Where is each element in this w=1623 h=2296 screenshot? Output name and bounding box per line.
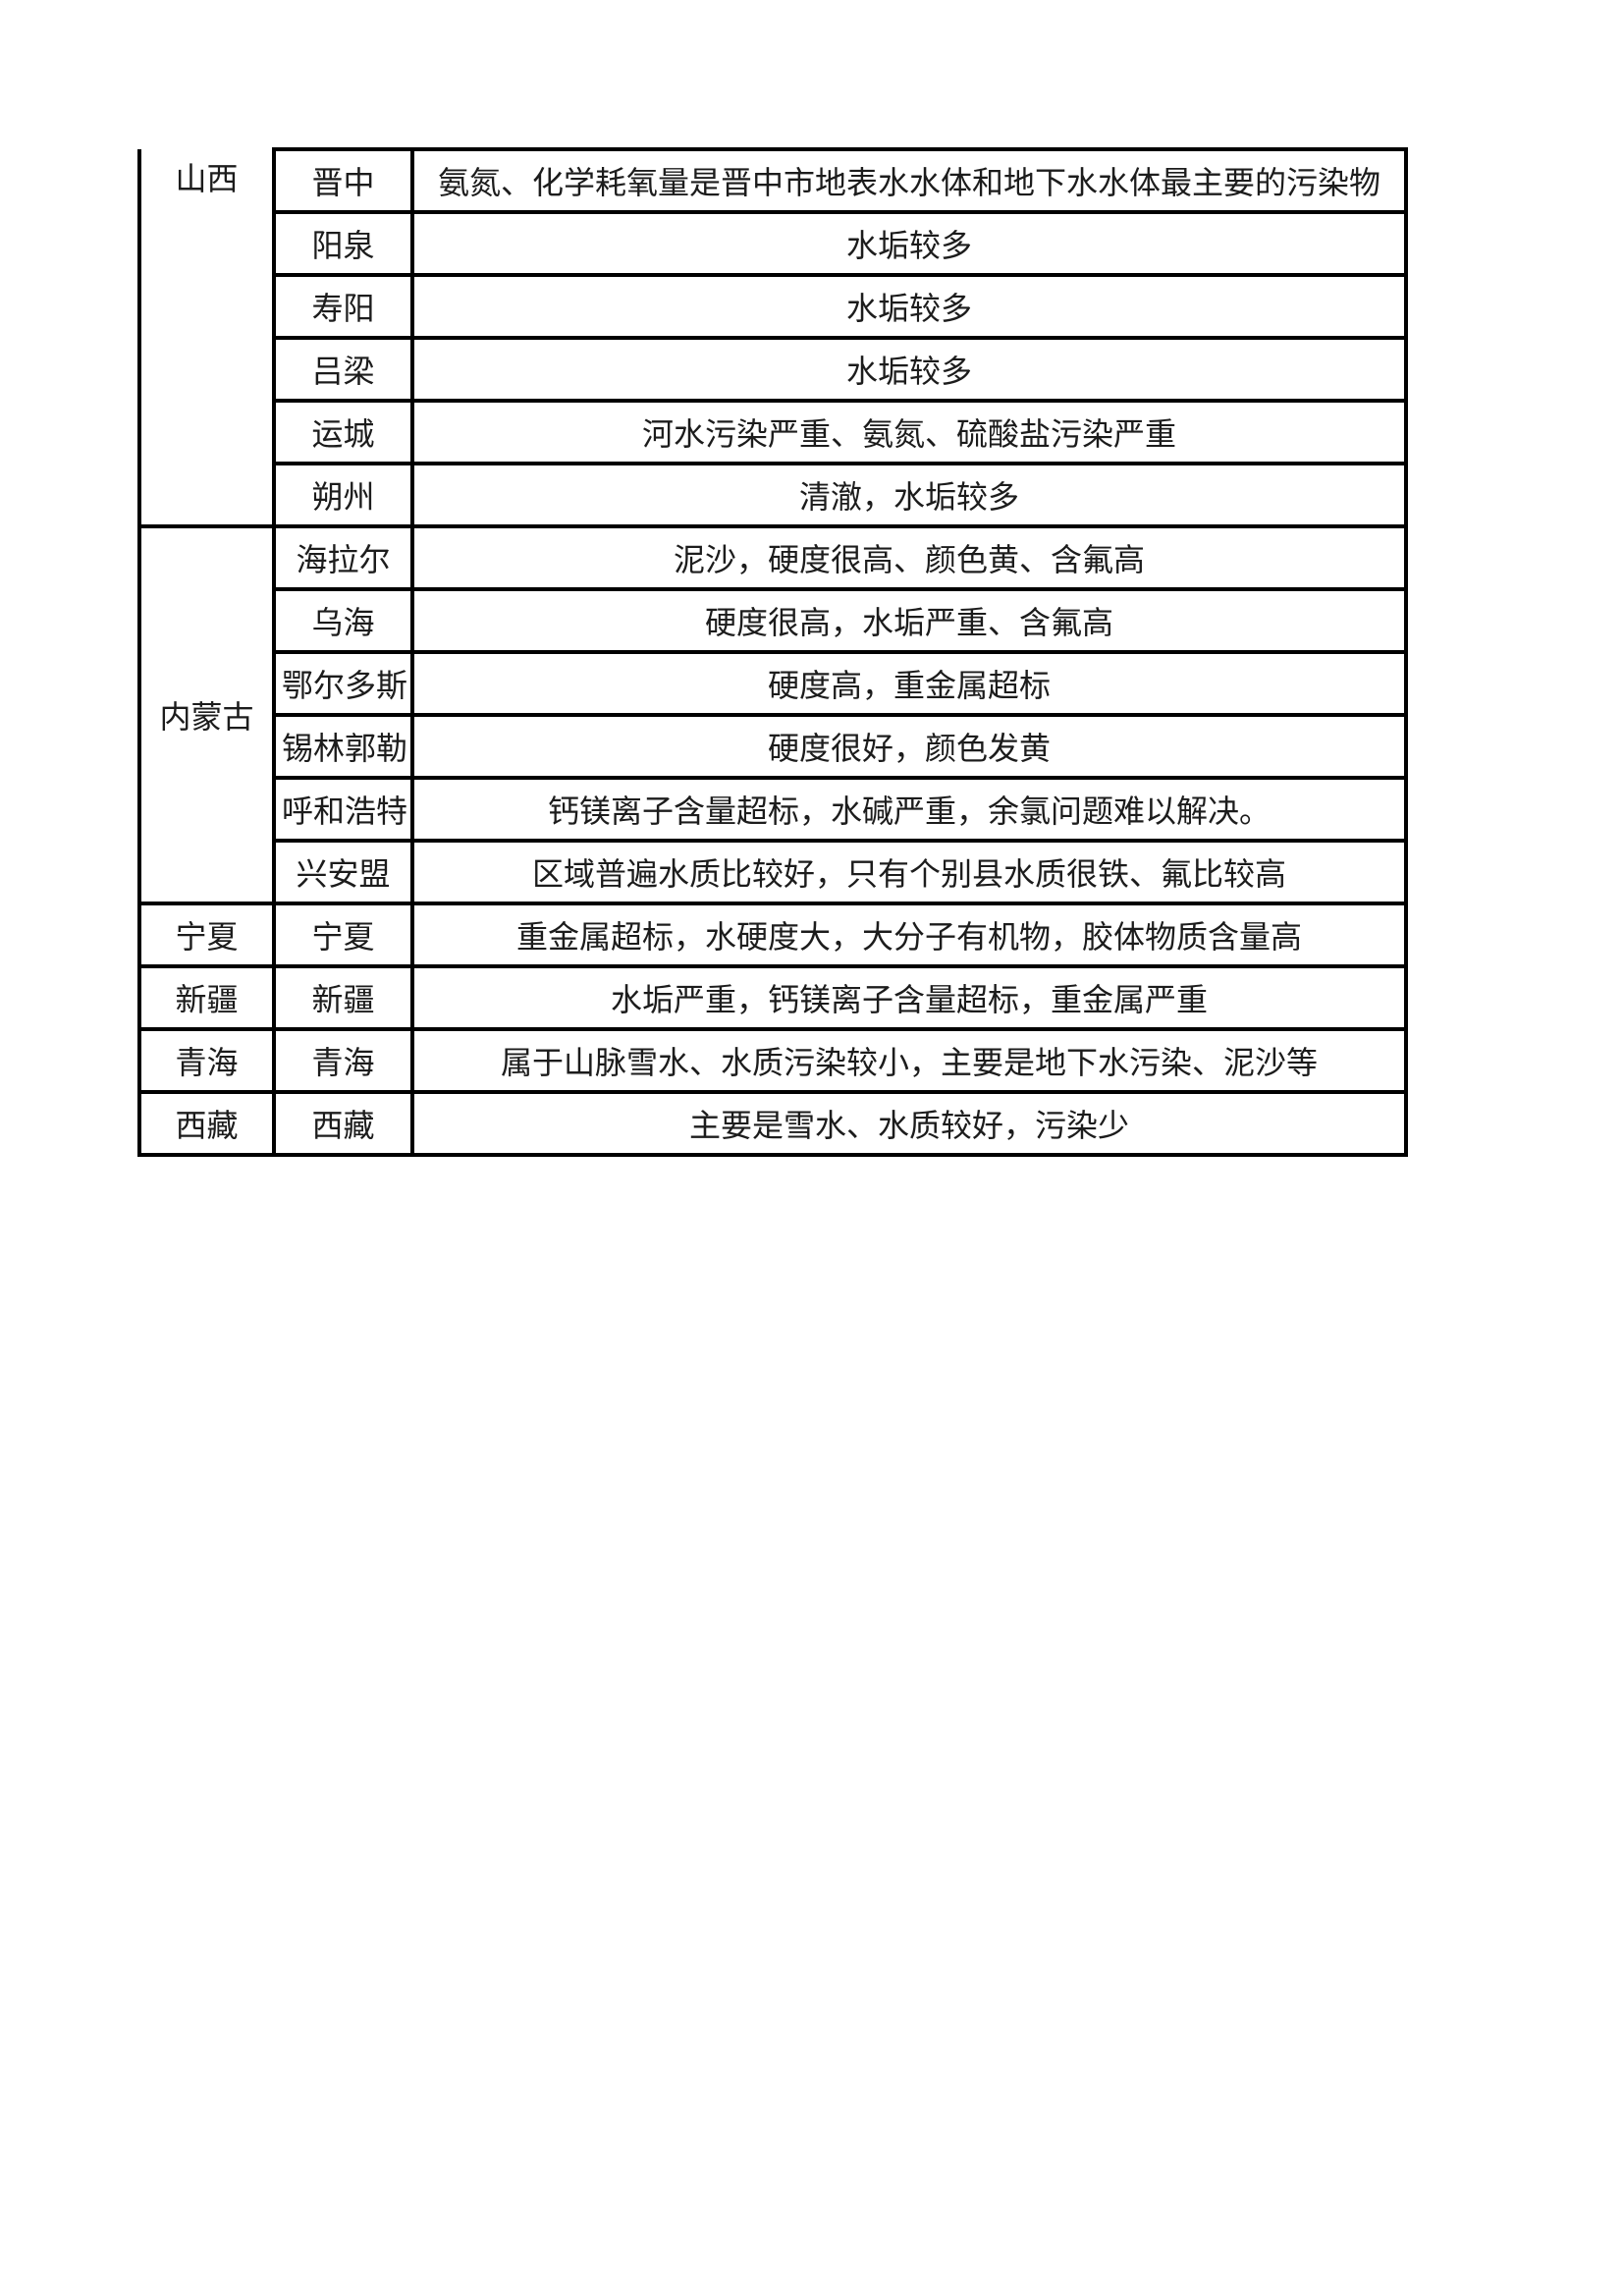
description-cell: 水垢较多 <box>410 336 1408 403</box>
table-row: 呼和浩特 钙镁离子含量超标，水碱严重，余氯问题难以解决。 <box>139 776 1408 843</box>
city-cell: 宁夏 <box>272 902 414 968</box>
table-row: 阳泉 水垢较多 <box>139 210 1408 277</box>
description-cell: 河水污染严重、氨氮、硫酸盐污染严重 <box>410 399 1408 465</box>
city-cell: 运城 <box>272 399 414 465</box>
city-cell: 西藏 <box>272 1090 414 1157</box>
city-cell: 呼和浩特 <box>272 776 414 843</box>
description-cell: 属于山脉雪水、水质污染较小，主要是地下水污染、泥沙等 <box>410 1027 1408 1094</box>
table-row: 运城 河水污染严重、氨氮、硫酸盐污染严重 <box>139 399 1408 465</box>
city-cell: 寿阳 <box>272 273 414 340</box>
province-cell: 山西 <box>137 149 276 528</box>
table-row: 乌海 硬度很高，水垢严重、含氟高 <box>139 587 1408 654</box>
description-cell: 重金属超标，水硬度大，大分子有机物，胶体物质含量高 <box>410 902 1408 968</box>
description-cell: 钙镁离子含量超标，水碱严重，余氯问题难以解决。 <box>410 776 1408 843</box>
description-cell: 泥沙，硬度很高、颜色黄、含氟高 <box>410 524 1408 591</box>
description-cell: 氨氮、化学耗氧量是晋中市地表水水体和地下水水体最主要的污染物 <box>410 147 1408 214</box>
table-row: 寿阳 水垢较多 <box>139 273 1408 340</box>
table-row: 兴安盟 区域普遍水质比较好，只有个别县水质很铁、氟比较高 <box>139 839 1408 905</box>
water-quality-table: 山西 晋中 氨氮、化学耗氧量是晋中市地表水水体和地下水水体最主要的污染物 阳泉 水垢较多… <box>137 147 1408 1157</box>
city-cell: 晋中 <box>272 147 414 214</box>
table-row: 青海 青海 属于山脉雪水、水质污染较小，主要是地下水污染、泥沙等 <box>137 1027 1408 1094</box>
description-cell: 清澈，水垢较多 <box>410 462 1408 528</box>
province-cell: 青海 <box>137 1027 276 1094</box>
province-cell: 宁夏 <box>137 902 276 968</box>
city-cell: 鄂尔多斯 <box>272 650 414 717</box>
table-row: 内蒙古 海拉尔 泥沙，硬度很高、颜色黄、含氟高 <box>137 524 1408 905</box>
table-row: 西藏 西藏 主要是雪水、水质较好，污染少 <box>137 1090 1408 1157</box>
city-cell: 新疆 <box>272 964 414 1031</box>
province-cell: 新疆 <box>137 964 276 1031</box>
table-row: 宁夏 宁夏 重金属超标，水硬度大，大分子有机物，胶体物质含量高 <box>137 902 1408 968</box>
table-row: 鄂尔多斯 硬度高，重金属超标 <box>139 650 1408 717</box>
description-cell: 主要是雪水、水质较好，污染少 <box>410 1090 1408 1157</box>
description-cell: 区域普遍水质比较好，只有个别县水质很铁、氟比较高 <box>410 839 1408 905</box>
city-cell: 海拉尔 <box>272 524 414 591</box>
table-row: 朔州 清澈，水垢较多 <box>139 462 1408 528</box>
city-cell: 吕梁 <box>272 336 414 403</box>
city-cell: 朔州 <box>272 462 414 528</box>
city-cell: 阳泉 <box>272 210 414 277</box>
description-cell: 水垢较多 <box>410 273 1408 340</box>
province-cell: 内蒙古 <box>137 524 276 905</box>
table-row: 新疆 新疆 水垢严重，钙镁离子含量超标，重金属严重 <box>137 964 1408 1031</box>
province-label: 山西 <box>175 161 239 196</box>
city-cell: 青海 <box>272 1027 414 1094</box>
city-cell: 兴安盟 <box>272 839 414 905</box>
province-cell: 西藏 <box>137 1090 276 1157</box>
description-cell: 硬度高，重金属超标 <box>410 650 1408 717</box>
table-row: 吕梁 水垢较多 <box>139 336 1408 403</box>
city-cell: 乌海 <box>272 587 414 654</box>
table-row: 山西 晋中 氨氮、化学耗氧量是晋中市地表水水体和地下水水体最主要的污染物 <box>137 147 1408 528</box>
water-quality-table-body: 山西 晋中 氨氮、化学耗氧量是晋中市地表水水体和地下水水体最主要的污染物 阳泉 水垢较多… <box>137 147 1408 1157</box>
description-cell: 水垢较多 <box>410 210 1408 277</box>
description-cell: 硬度很高，水垢严重、含氟高 <box>410 587 1408 654</box>
description-cell: 硬度很好，颜色发黄 <box>410 713 1408 780</box>
table-row: 锡林郭勒 硬度很好，颜色发黄 <box>139 713 1408 780</box>
description-cell: 水垢严重，钙镁离子含量超标，重金属严重 <box>410 964 1408 1031</box>
city-cell: 锡林郭勒 <box>272 713 414 780</box>
